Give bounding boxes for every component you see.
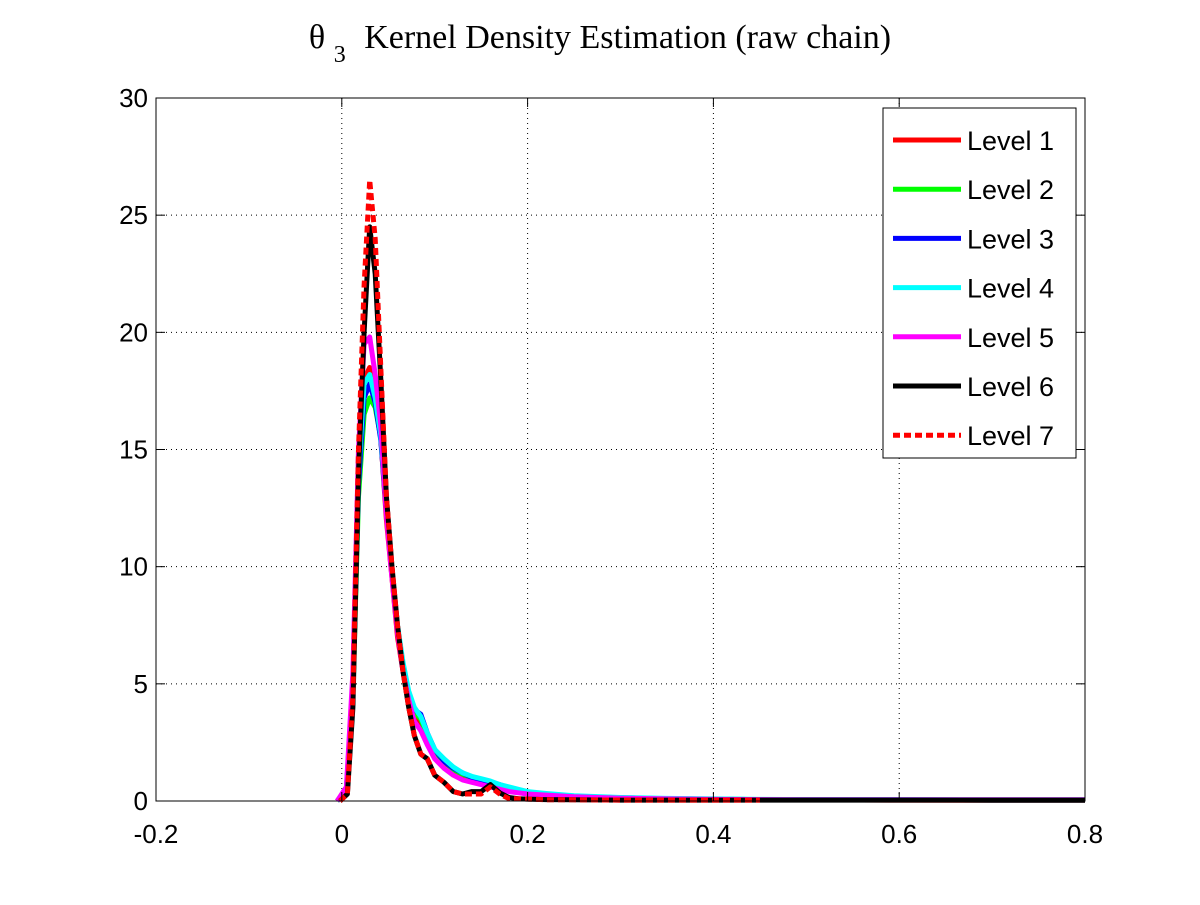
y-tick-label: 30: [119, 83, 148, 113]
series-line-7: [338, 177, 760, 803]
legend-label-4: Level 4: [967, 274, 1054, 304]
x-tick-label: 0.8: [1067, 819, 1103, 849]
svg-text:θ 3 Kernel Den: θ 3 Kernel Density Estimation (raw chain…: [309, 19, 891, 70]
plot-lines: [335, 177, 1085, 803]
legend-box: [882, 107, 1077, 459]
title-subscript: 3: [334, 42, 346, 68]
x-tick-label: 0: [335, 819, 349, 849]
legend: Level 1 Level 2 Level 3 Level 4 Level 5 Level…: [882, 107, 1077, 459]
legend-label-6: Level 6: [967, 372, 1054, 402]
y-tick-label: 25: [119, 200, 148, 230]
grid-lines: [156, 98, 1085, 801]
y-tick-label: 5: [134, 669, 148, 699]
legend-label-3: Level 3: [967, 224, 1054, 254]
y-tick-label: 15: [119, 435, 148, 465]
y-tick-label: 0: [134, 786, 148, 816]
legend-label-2: Level 2: [967, 175, 1054, 205]
chart-title: θ 3 Kernel Density Estimation (raw chain…: [309, 19, 891, 70]
legend-label-7: Level 7: [967, 421, 1054, 451]
title-symbol: θ: [309, 19, 325, 56]
legend-label-5: Level 5: [967, 323, 1054, 353]
x-tick-label: -0.2: [134, 819, 179, 849]
y-tick-label: 10: [119, 552, 148, 582]
title-main: Kernel Density Estimation (raw chain): [364, 19, 891, 56]
x-tick-label: 0.6: [881, 819, 917, 849]
y-tick-label: 20: [119, 317, 148, 347]
x-tick-label: 0.4: [695, 819, 731, 849]
x-tick-label: 0.2: [510, 819, 546, 849]
legend-label-1: Level 1: [967, 126, 1054, 156]
